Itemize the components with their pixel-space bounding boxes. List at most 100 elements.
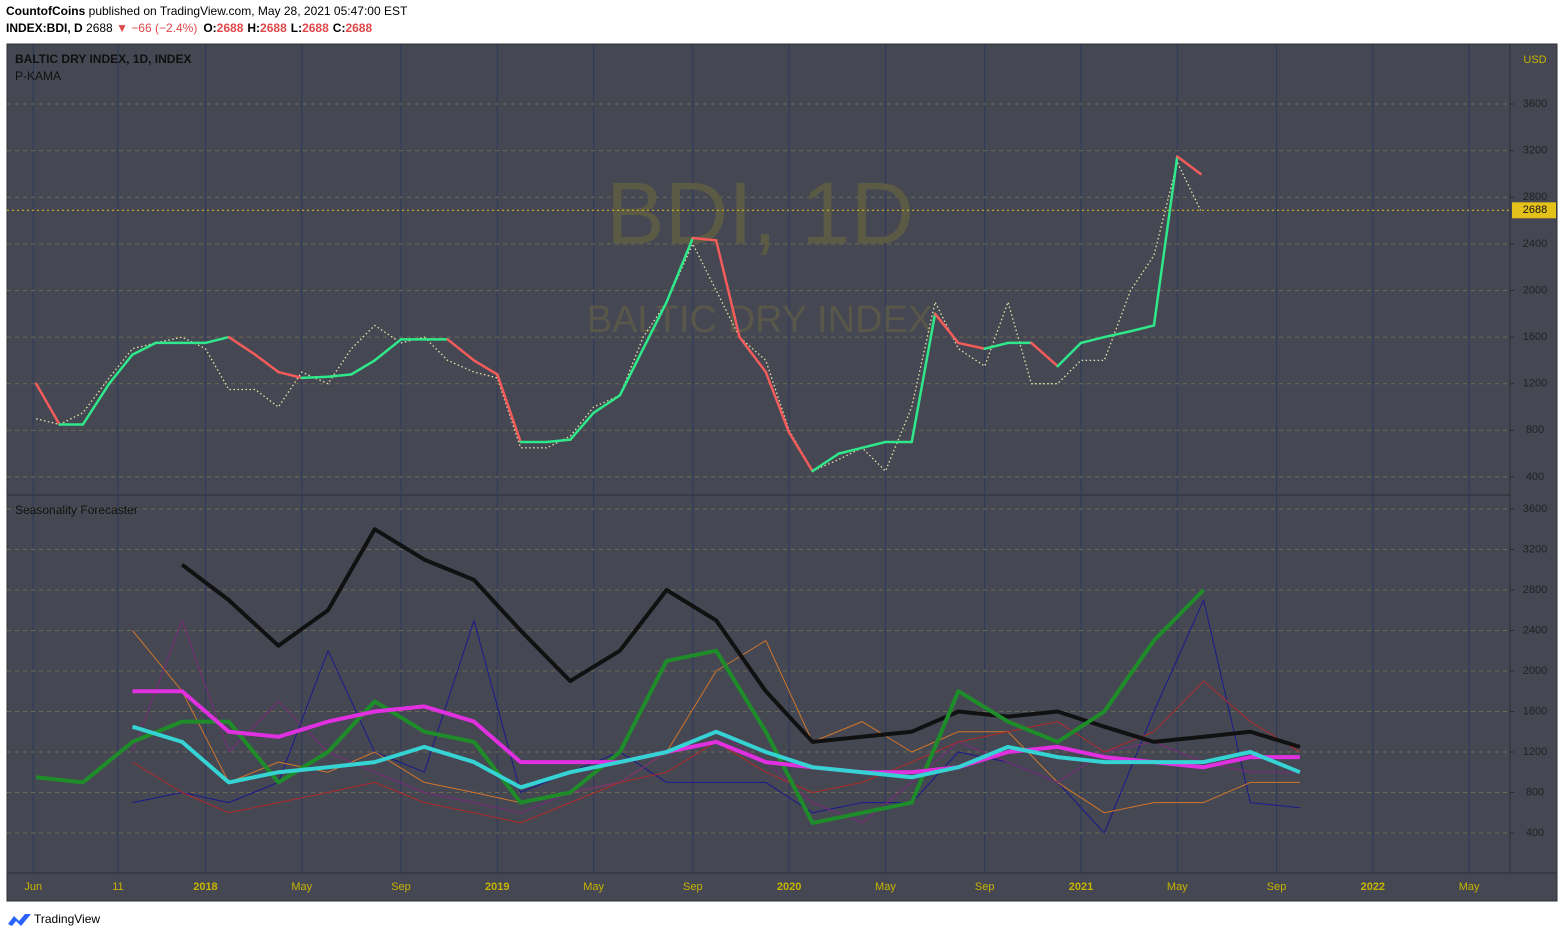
y-tick-label: 2000 [1523,284,1547,296]
kama-segment [592,394,622,415]
kama-segment [496,373,522,444]
kama-segment [300,375,330,380]
y-tick-label: 3200 [1523,145,1547,157]
x-tick-label: 11 [112,881,123,893]
kama-segment [1129,324,1156,333]
x-tick-label: Jun [24,881,42,893]
kama-segment [764,370,791,434]
x-tick-label: Sep [1267,881,1287,893]
x-tick-label: 2021 [1069,881,1093,893]
y-tick-label: 800 [1526,424,1544,436]
series-line [131,724,1301,790]
y-tick-label: 3600 [1523,503,1547,515]
chart-title: Seasonality Forecaster [15,503,138,517]
series-line [132,599,1300,834]
kama-segment [957,341,986,350]
kama-segment [227,335,257,356]
author: CountofCoins [6,4,86,18]
watermark: BDI, 1D [606,163,914,262]
kama-segment [350,359,376,376]
kama-segment [933,312,960,345]
x-tick-label: May [875,881,896,893]
x-tick-label: Sep [683,881,703,893]
y-tick-label: 800 [1526,786,1544,798]
last: 2688 [86,21,113,35]
symbol-line: INDEX:BDI, D 2688 ▼ −66 (−2.4%) O:2688 H:2… [6,21,372,35]
kama-segment [446,338,476,362]
change: ▼ −66 (−2.4%) [116,21,197,35]
y-tick-label: 1600 [1523,331,1547,343]
kama-segment [204,335,231,345]
kama-segment [837,446,864,455]
last-price-label: 2688 [1523,204,1547,216]
chart-title: BALTIC DRY INDEX, 1D, INDEX [15,52,191,66]
kama-segment [253,353,280,374]
series-line [132,689,1300,775]
x-tick-label: 2020 [777,881,801,893]
header-line: CountofCoins published on TradingView.co… [6,4,408,18]
ohlc-label: O: [203,21,216,35]
x-tick-label: May [1459,881,1480,893]
kama-segment [910,312,937,444]
kama-segment [569,411,595,441]
ohlc-value: 2688 [260,21,287,35]
kama-segment [665,236,695,304]
x-tick-label: 2022 [1361,881,1385,893]
ohlc-value: 2688 [302,21,329,35]
series-line [132,630,1300,814]
y-tick-label: 1200 [1523,746,1547,758]
x-tick-label: May [291,881,312,893]
kama-segment [1176,155,1202,176]
x-tick-label: May [1167,881,1188,893]
kama-segment [787,431,814,473]
y-tick-label: 2800 [1523,191,1547,203]
y-tick-label: 400 [1526,827,1544,839]
ohlc-value: 2688 [217,21,244,35]
y-tick-label: 3600 [1523,98,1547,110]
indicator-label: P-KAMA [15,69,61,83]
x-tick-label: May [583,881,604,893]
kama-segment [860,440,887,450]
series-line [35,588,1206,825]
kama-segment [373,338,403,362]
x-tick-label: 2018 [193,881,217,893]
watermark: BALTIC DRY INDEX [587,299,933,341]
kama-segment [472,359,499,376]
x-tick-label: Sep [391,881,411,893]
kama-segment [618,347,645,397]
y-unit: USD [1523,54,1546,66]
last-price-badge [1512,202,1556,219]
y-tick-label: 2400 [1523,624,1547,636]
kama-segment [277,370,304,380]
y-tick-label: 3200 [1523,543,1547,555]
kama-segment [1030,341,1059,368]
kama-segment [34,382,61,426]
kama-segment [1103,330,1132,339]
kama-segment [545,438,572,444]
kama-segment [131,341,158,356]
ohlc-value: 2688 [345,21,372,35]
y-tick-label: 1200 [1523,378,1547,390]
brand-logo [8,914,31,926]
y-tick-label: 2800 [1523,584,1547,596]
published: published on TradingView.com, May 28, 20… [89,4,408,18]
kama-segment [326,373,353,378]
y-tick-label: 2000 [1523,665,1547,677]
ohlc-label: H: [247,21,260,35]
kama-segment [1056,341,1083,368]
x-tick-label: 2019 [485,881,509,893]
kama-segment [983,341,1010,350]
y-tick-label: 400 [1526,471,1544,483]
brand: TradingView [34,912,100,926]
ohlc-label: C: [333,21,346,35]
y-tick-label: 2400 [1523,238,1547,250]
series-line [180,527,1301,749]
ohlc: O:2688 H:2688 L:2688 C:2688 [203,21,372,35]
symbol: INDEX:BDI, D [6,21,83,35]
kama-segment [691,236,718,242]
kama-segment [714,239,741,339]
y-tick-label: 1600 [1523,705,1547,717]
kama-segment [641,300,668,350]
kama-segment [738,335,768,374]
